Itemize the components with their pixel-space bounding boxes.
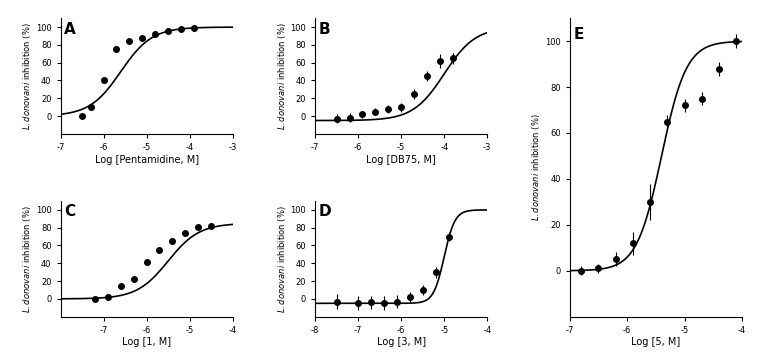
Y-axis label: $\mathit{L.donovani}$ inhibition (%): $\mathit{L.donovani}$ inhibition (%) xyxy=(276,205,288,313)
Y-axis label: $\mathit{L.donovani}$ inhibition (%): $\mathit{L.donovani}$ inhibition (%) xyxy=(276,22,288,130)
Y-axis label: $\mathit{L.donovani}$ inhibition (%): $\mathit{L.donovani}$ inhibition (%) xyxy=(21,22,33,130)
Y-axis label: $\mathit{L.donovani}$ inhibition (%): $\mathit{L.donovani}$ inhibition (%) xyxy=(21,205,33,313)
X-axis label: Log [Pentamidine, M]: Log [Pentamidine, M] xyxy=(95,155,198,165)
Text: D: D xyxy=(319,205,332,219)
X-axis label: Log [1, M]: Log [1, M] xyxy=(122,337,171,348)
X-axis label: Log [5, M]: Log [5, M] xyxy=(631,337,681,348)
X-axis label: Log [DB75, M]: Log [DB75, M] xyxy=(366,155,436,165)
Y-axis label: $\mathit{L.donovani}$ inhibition (%): $\mathit{L.donovani}$ inhibition (%) xyxy=(530,114,542,221)
X-axis label: Log [3, M]: Log [3, M] xyxy=(377,337,425,348)
Text: C: C xyxy=(64,205,75,219)
Text: A: A xyxy=(64,22,76,37)
Text: B: B xyxy=(319,22,330,37)
Text: E: E xyxy=(573,27,584,42)
